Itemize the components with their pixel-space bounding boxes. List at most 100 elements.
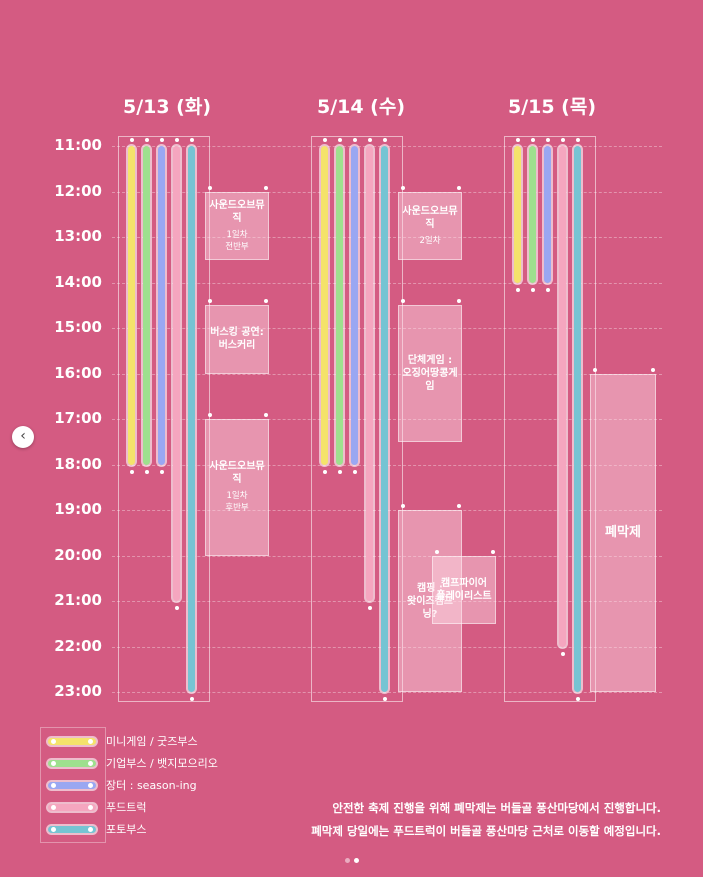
event-block[interactable]: 사운드오브뮤직 1일차 후반부	[205, 413, 269, 556]
bar-end-dot	[322, 138, 327, 142]
bar-end-dot	[530, 287, 535, 292]
schedule-bar	[544, 146, 551, 283]
schedule-bar	[351, 146, 358, 465]
page-indicator-dot[interactable]	[345, 858, 350, 863]
legend-cap-dot	[51, 826, 56, 832]
event-block[interactable]: 폐막제	[590, 367, 656, 692]
time-label: 15:00	[54, 318, 102, 336]
event-pin-dot	[491, 549, 495, 554]
time-label: 17:00	[54, 409, 102, 427]
event-title: 사운드오브뮤직	[402, 205, 458, 230]
legend-label: 장터 : season-ing	[106, 779, 197, 792]
event-title: 단체게임 : 오징어땅콩게임	[402, 355, 458, 392]
legend-cap-dot	[51, 782, 56, 788]
event-title: 사운드오브뮤직	[209, 199, 265, 224]
schedule-bar	[158, 146, 165, 465]
bar-end-dot	[367, 138, 372, 142]
legend-label: 푸드트럭	[106, 801, 147, 814]
day-frame	[504, 136, 596, 702]
legend-cap-dot	[88, 760, 93, 766]
bar-end-dot	[560, 138, 565, 142]
bar-end-dot	[322, 469, 327, 474]
schedule-bar	[173, 146, 180, 601]
note-foodtruck: 폐막제 당일에는 푸드트럭이 버들골 풍산마당 근처로 이동할 예정입니다.	[311, 824, 661, 838]
schedule-bar	[366, 146, 373, 601]
time-label: 11:00	[54, 136, 102, 154]
event-pin-dot	[401, 299, 405, 304]
time-label: 14:00	[54, 272, 102, 291]
legend-swatch	[48, 803, 96, 811]
note-venue: 안전한 축제 진행을 위해 폐막제는 버들골 풍산마당에서 진행합니다.	[332, 801, 661, 815]
legend-item: 푸드트럭	[48, 799, 146, 815]
schedule-bar	[574, 146, 581, 692]
time-label: 12:00	[54, 181, 102, 200]
bar-end-dot	[352, 469, 357, 474]
time-label: 20:00	[54, 545, 102, 564]
time-label: 23:00	[54, 682, 102, 700]
event-title: 캠핑 : 왓이즈캠프닝?	[407, 582, 453, 620]
legend-item: 기업부스 / 뱃지모으리오	[48, 755, 218, 771]
bar-end-dot	[144, 138, 149, 142]
bar-end-dot	[174, 606, 179, 610]
prev-slide-button[interactable]: ‹	[12, 426, 34, 448]
event-title: 사운드오브뮤직	[209, 461, 265, 486]
legend-item: 장터 : season-ing	[48, 777, 197, 793]
event-title: 폐막제	[605, 525, 641, 541]
event-pin-dot	[208, 299, 212, 304]
schedule-bar	[143, 146, 150, 465]
legend-label: 포토부스	[106, 823, 147, 836]
time-label: 16:00	[54, 363, 102, 382]
day-header-5-15: 5/15 (목)	[507, 96, 597, 118]
event-pin-dot	[264, 185, 268, 190]
bar-end-dot	[129, 469, 134, 474]
legend-frame	[40, 727, 106, 843]
event-block[interactable]: 사운드오브뮤직 1일차 전반부	[205, 185, 269, 260]
bar-end-dot	[575, 697, 580, 701]
time-label: 18:00	[54, 454, 102, 473]
legend-cap-dot	[88, 826, 93, 832]
schedule-bar	[321, 146, 328, 465]
event-block[interactable]: 캠핑 : 왓이즈캠프닝?	[398, 504, 462, 692]
legend-cap-dot	[51, 804, 56, 810]
time-label: 22:00	[54, 636, 102, 655]
event-pin-dot	[457, 185, 461, 190]
bar-end-dot	[337, 469, 342, 474]
legend-cap-dot	[88, 738, 93, 744]
day-frame	[311, 136, 403, 702]
legend-label: 기업부스 / 뱃지모으리오	[106, 757, 218, 770]
time-label: 19:00	[54, 500, 102, 518]
bar-end-dot	[575, 138, 580, 142]
event-pin-dot	[264, 413, 268, 417]
time-gridline	[112, 692, 662, 693]
event-pin-dot	[457, 504, 461, 508]
legend-swatch	[48, 825, 96, 833]
event-pin-dot	[401, 185, 405, 190]
time-label: 21:00	[54, 591, 102, 609]
event-subtitle: 2일차	[419, 235, 441, 246]
day-header-5-13: 5/13 (화)	[122, 96, 212, 118]
bar-end-dot	[545, 138, 550, 142]
bar-end-dot	[560, 651, 565, 656]
event-title: 버스킹 공연: 버스커리	[210, 327, 264, 352]
bar-end-dot	[159, 138, 164, 142]
legend-item: 포토부스	[48, 821, 146, 837]
time-label: 13:00	[54, 227, 102, 245]
event-pin-dot	[208, 185, 212, 190]
event-subtitle: 1일차 후반부	[225, 491, 249, 514]
legend-swatch	[48, 737, 96, 745]
event-block[interactable]: 버스킹 공연: 버스커리	[205, 299, 269, 374]
schedule-bar	[336, 146, 343, 465]
bar-end-dot	[144, 469, 149, 474]
event-pin-dot	[593, 367, 597, 372]
event-pin-dot	[435, 549, 439, 554]
bar-end-dot	[530, 138, 535, 142]
bar-end-dot	[189, 138, 194, 142]
page-indicator-dot-active[interactable]	[354, 858, 359, 863]
bar-end-dot	[515, 287, 520, 292]
event-block[interactable]: 캠프파이어 플레이리스트	[432, 549, 496, 624]
bar-end-dot	[337, 138, 342, 142]
legend-cap-dot	[88, 804, 93, 810]
event-block[interactable]: 사운드오브뮤직 2일차	[398, 185, 462, 260]
event-block[interactable]: 단체게임 : 오징어땅콩게임	[398, 299, 462, 442]
